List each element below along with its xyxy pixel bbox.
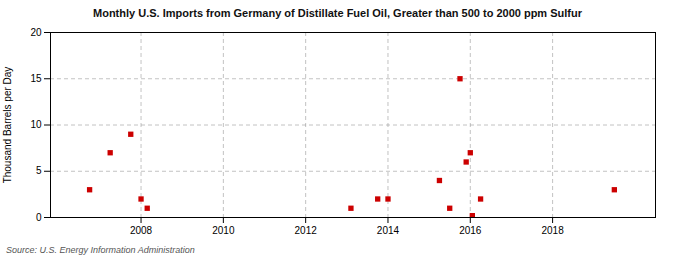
svg-text:15: 15 <box>30 73 42 84</box>
svg-text:2018: 2018 <box>541 225 564 236</box>
svg-text:2012: 2012 <box>295 225 318 236</box>
svg-text:2016: 2016 <box>459 225 482 236</box>
svg-text:0: 0 <box>36 212 42 223</box>
html-text:Source: U.S. Energy Informatio: Source: U.S. Energy Information Administ… <box>6 245 195 255</box>
svg-text:2008: 2008 <box>130 225 153 236</box>
svg-text:2010: 2010 <box>212 225 235 236</box>
svg-text:5: 5 <box>36 165 42 176</box>
svg-text:20: 20 <box>30 27 42 38</box>
html-text:Monthly U.S. Imports from Germ: Monthly U.S. Imports from Germany of Dis… <box>93 7 582 19</box>
svg-text:Thousand Barrels per Day: Thousand Barrels per Day <box>2 67 13 184</box>
svg-text:10: 10 <box>30 119 42 130</box>
svg-text:2014: 2014 <box>377 225 400 236</box>
